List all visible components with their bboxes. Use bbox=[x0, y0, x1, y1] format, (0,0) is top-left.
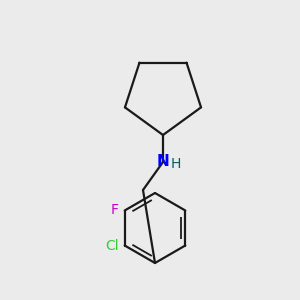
Text: F: F bbox=[111, 203, 119, 218]
Text: N: N bbox=[157, 154, 169, 169]
Text: H: H bbox=[171, 157, 181, 171]
Text: Cl: Cl bbox=[105, 238, 119, 253]
